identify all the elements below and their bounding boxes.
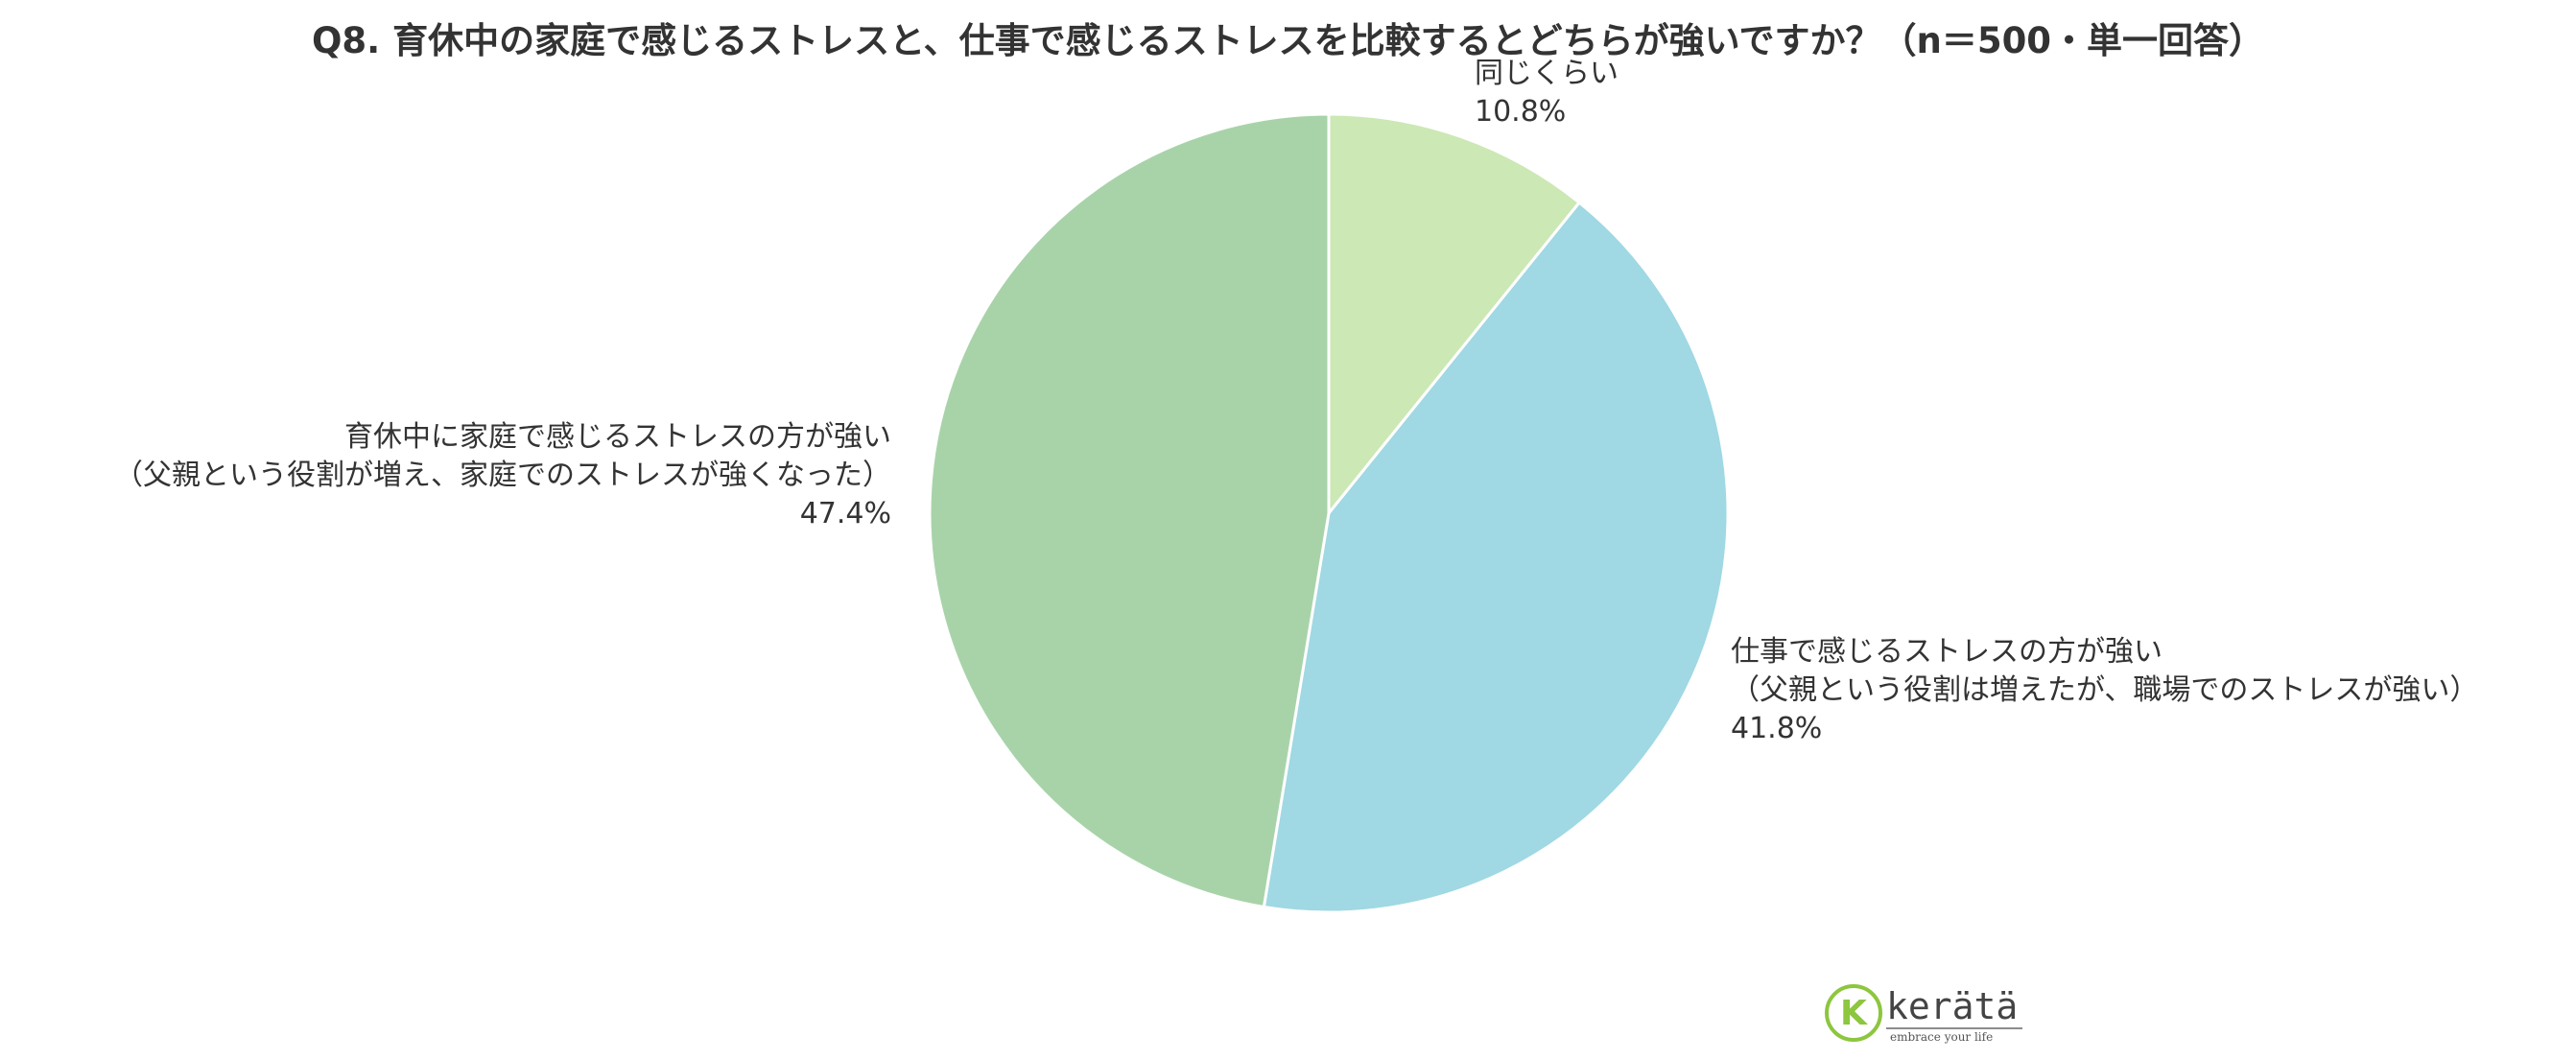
pie-slice xyxy=(928,112,1331,909)
slice-category: 仕事で感じるストレスの方が強い （父親という役割は増えたが、職場でのストレスが強… xyxy=(1731,635,2479,707)
logo: K kerätä embrace your life xyxy=(1825,984,2022,1044)
slice-category: 同じくらい xyxy=(1475,57,1619,90)
logo-mark: K xyxy=(1840,994,1868,1033)
slice-label: 育休中に家庭で感じるストレスの方が強い （父親という役割が増え、家庭でのストレス… xyxy=(114,418,891,533)
slice-value: 41.8% xyxy=(1731,712,1823,745)
slice-value: 47.4% xyxy=(799,497,891,530)
slice-value: 10.8% xyxy=(1475,95,1567,129)
logo-name: kerätä xyxy=(1886,985,2018,1027)
logo-ring xyxy=(1825,984,1882,1042)
pie-slice xyxy=(1262,200,1730,914)
pie-slice xyxy=(1327,112,1582,518)
slice-category: 育休中に家庭で感じるストレスの方が強い （父親という役割が増え、家庭でのストレス… xyxy=(114,420,891,492)
slice-label: 仕事で感じるストレスの方が強い （父親という役割は増えたが、職場でのストレスが強… xyxy=(1731,633,2478,748)
logo-tagline: embrace your life xyxy=(1890,1030,1993,1044)
chart-title: Q8. 育休中の家庭で感じるストレスと、仕事で感じるストレスを比較するとどちらが… xyxy=(311,20,2265,61)
slice-label: 同じくらい 10.8% xyxy=(1475,55,1619,131)
